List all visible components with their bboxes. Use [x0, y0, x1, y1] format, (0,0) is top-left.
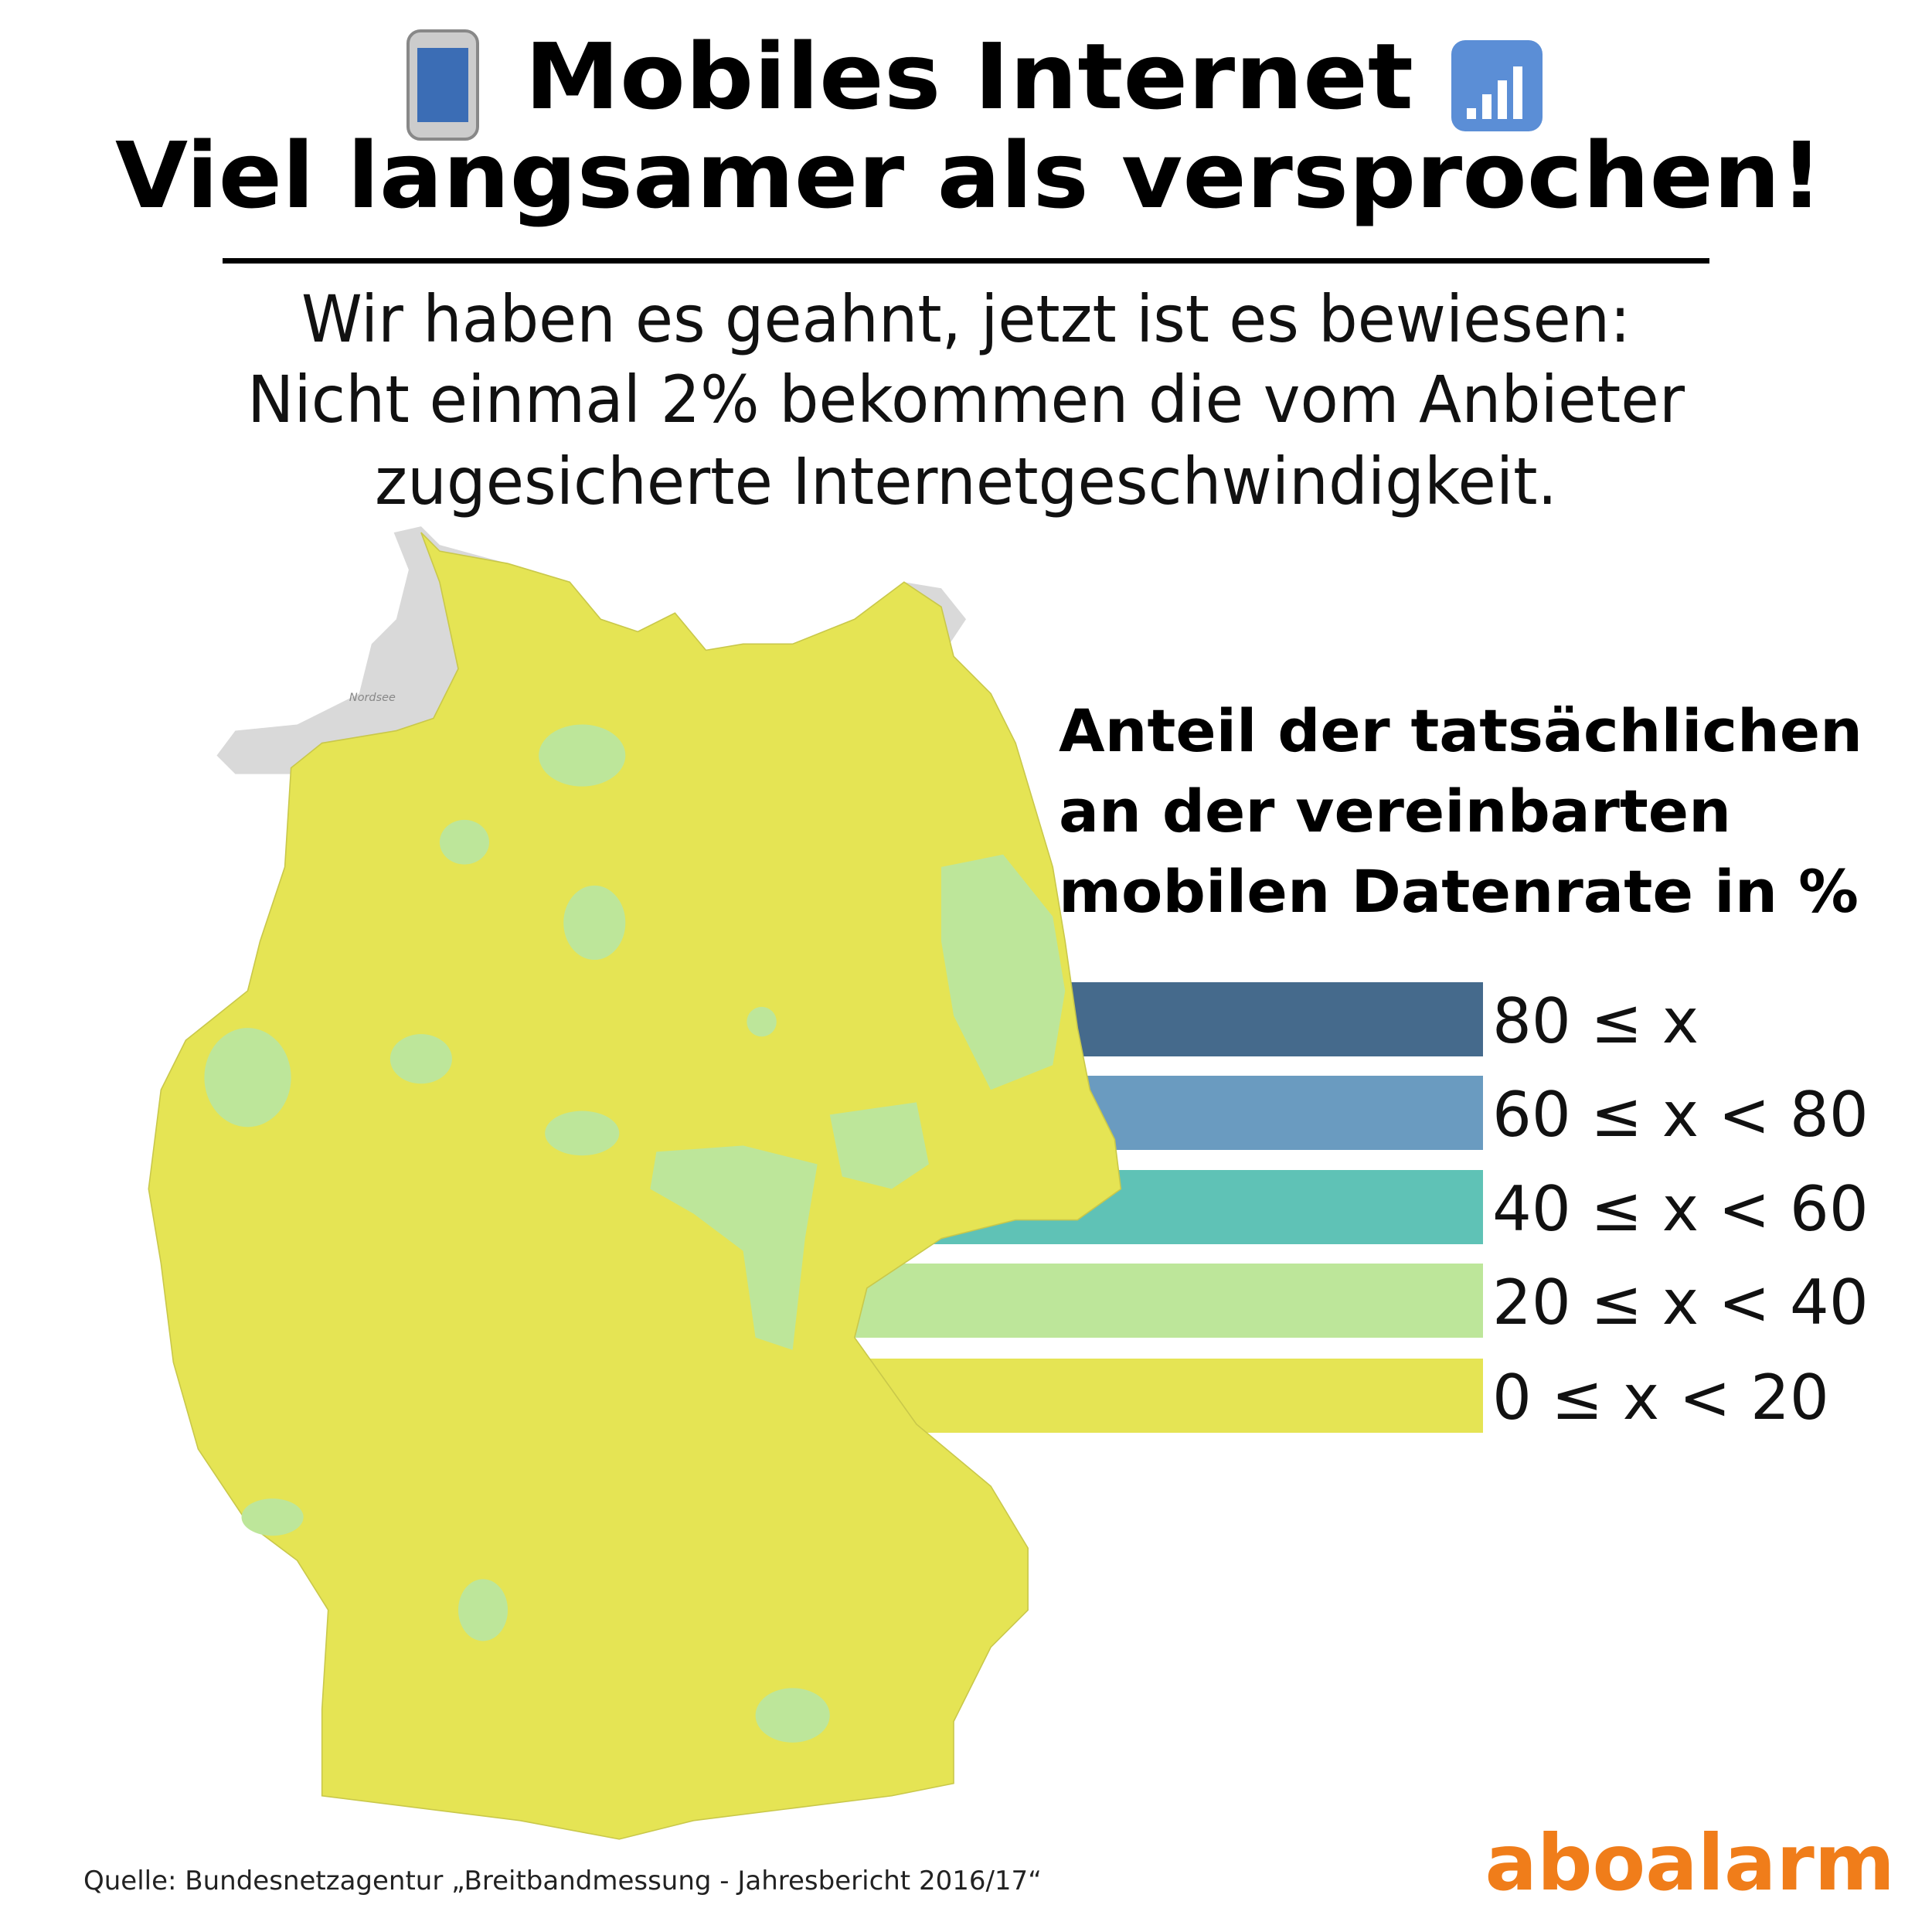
legend-label: 40 ≤ x < 60	[1492, 1173, 1869, 1245]
legend-label: 20 ≤ x < 40	[1492, 1267, 1869, 1338]
low-speed-regions	[204, 724, 1066, 1743]
signal-bars	[1467, 66, 1522, 119]
legend-title: mobilen Datenrate in %	[1059, 857, 1859, 926]
source: Quelle: Bundesnetzagentur „Breitbandmess…	[83, 1866, 1042, 1896]
brand: aboalarm	[1485, 1818, 1895, 1908]
subtitle-line: Nicht einmal 2% bekommen die vom Anbiete…	[247, 362, 1685, 437]
title: Mobiles Internet Viel langsamer als vers…	[115, 23, 1823, 264]
legend-title: Anteil der tatsächlichen	[1059, 696, 1862, 765]
sea-label: Nordsee	[349, 692, 396, 704]
legend-swatch	[850, 1264, 1483, 1338]
divider	[223, 258, 1709, 264]
germany	[148, 532, 1122, 1840]
legend-label: 60 ≤ x < 80	[1492, 1079, 1869, 1151]
phone-screen	[417, 48, 468, 122]
legend-label: 0 ≤ x < 20	[1492, 1362, 1829, 1434]
legend-label: 80 ≤ x	[1492, 985, 1699, 1057]
subtitle-line: zugesicherte Internetgeschwindigkeit.	[375, 444, 1557, 519]
title-line: Viel langsamer als versprochen!	[115, 122, 1823, 229]
map: Nordsee	[148, 526, 1122, 1840]
title-line: Mobiles Internet	[525, 23, 1413, 130]
legend: Anteil der tatsächlichen an der vereinba…	[1059, 696, 1869, 1434]
legend-title: an der vereinbarten	[1059, 777, 1731, 845]
legend-swatch	[850, 1359, 1483, 1433]
signal-icon	[1451, 40, 1543, 131]
subtitle-line: Wir haben es geahnt, jetzt ist es bewies…	[301, 281, 1631, 357]
legend-bars	[850, 982, 1483, 1433]
subtitle: Wir haben es geahnt, jetzt ist es bewies…	[247, 281, 1685, 519]
